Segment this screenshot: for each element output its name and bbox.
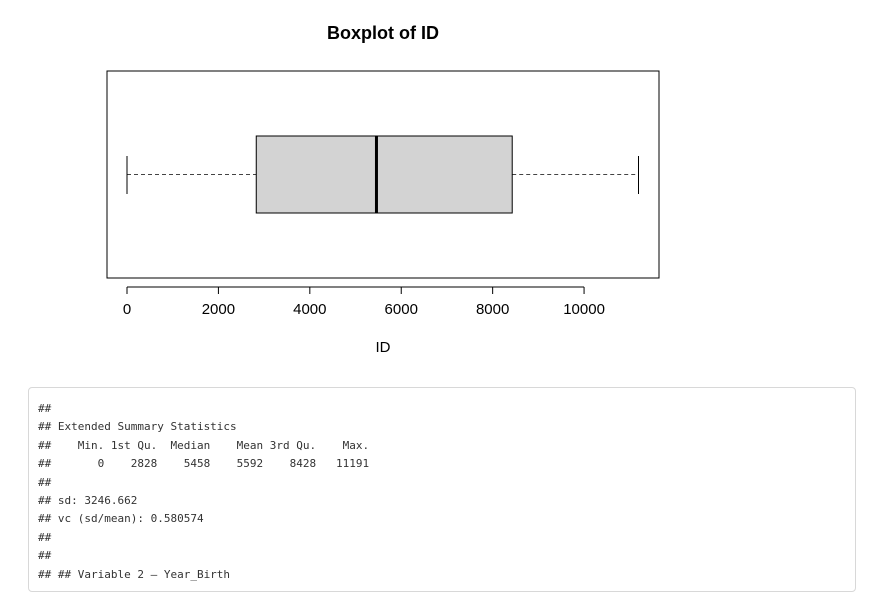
x-tick-label-8000: 8000 — [476, 301, 509, 318]
output-line: ## 0 2828 5458 5592 8428 11191 — [38, 457, 370, 471]
output-line: ## Min. 1st Qu. Median Mean 3rd Qu. Max. — [38, 438, 370, 452]
x-axis: 0 2000 4000 6000 8000 10000 — [123, 286, 605, 318]
output-line: ## sd: 3246.662 — [38, 493, 138, 507]
boxplot-chart: Boxplot of ID 0 2000 4000 6000 8000 10000 ID — [106, 23, 660, 356]
console-output: ## ## Extended Summary Statistics ## Min. … — [28, 387, 856, 592]
boxplot — [126, 135, 639, 214]
x-axis-label: ID — [376, 339, 391, 356]
x-tick-label-4000: 4000 — [293, 301, 326, 318]
plot-frame — [106, 70, 660, 279]
summary-statistics-text: ## ## Extended Summary Statistics ## Min. … — [38, 400, 846, 584]
output-line: ## vc (sd/mean): 0.580574 — [38, 512, 204, 526]
x-tick-label-0: 0 — [123, 301, 131, 318]
output-line: ## — [38, 475, 52, 489]
output-line: ## — [38, 549, 52, 563]
output-line: ## — [38, 530, 52, 544]
chart-title: Boxplot of ID — [327, 23, 439, 43]
output-line: ## — [38, 402, 52, 415]
x-tick-label-10000: 10000 — [563, 301, 605, 318]
output-line: ## ## Variable 2 — Year_Birth — [38, 567, 231, 581]
interquartile-box — [255, 135, 513, 214]
x-tick-label-2000: 2000 — [202, 301, 235, 318]
output-line: ## Extended Summary Statistics — [38, 420, 237, 434]
x-tick-label-6000: 6000 — [385, 301, 418, 318]
